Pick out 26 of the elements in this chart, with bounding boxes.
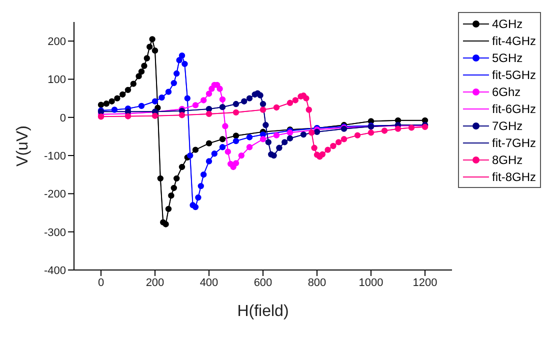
x-tick-label: 400 [200,276,218,289]
y-tick-label: 100 [48,74,66,86]
legend-label: 5GHz [492,50,523,64]
y-tick-label: -200 [44,188,66,201]
x-tick-label: 0 [98,276,104,289]
legend-label: fit-8GHz [492,170,536,184]
y-tick-label: 200 [48,36,66,48]
y-axis-title: V(uV) [14,126,32,166]
x-tick-label: 600 [254,276,272,289]
legend-label: fit-4GHz [492,34,536,48]
y-tick-label: -300 [44,226,66,239]
legend-label: 6Ghz [492,84,521,98]
legend-label: fit-6GHz [492,102,536,116]
legend-label: fit-7GHz [492,136,536,150]
y-tick-label: -400 [44,264,66,277]
x-axis-title: H(field) [237,303,289,320]
legend-label: fit-5GHz [492,68,536,82]
legend-label: 4GHz [492,16,523,30]
x-tick-label: 800 [308,276,326,289]
legend-label: 7GHz [492,118,523,132]
x-tick-label: 200 [146,276,164,289]
y-tick-label: -100 [44,150,66,162]
x-tick-label: 1000 [358,276,384,289]
x-tick-label: 1200 [412,276,438,289]
legend-label: 8GHz [492,152,523,166]
y-tick-label: 0 [60,112,66,124]
